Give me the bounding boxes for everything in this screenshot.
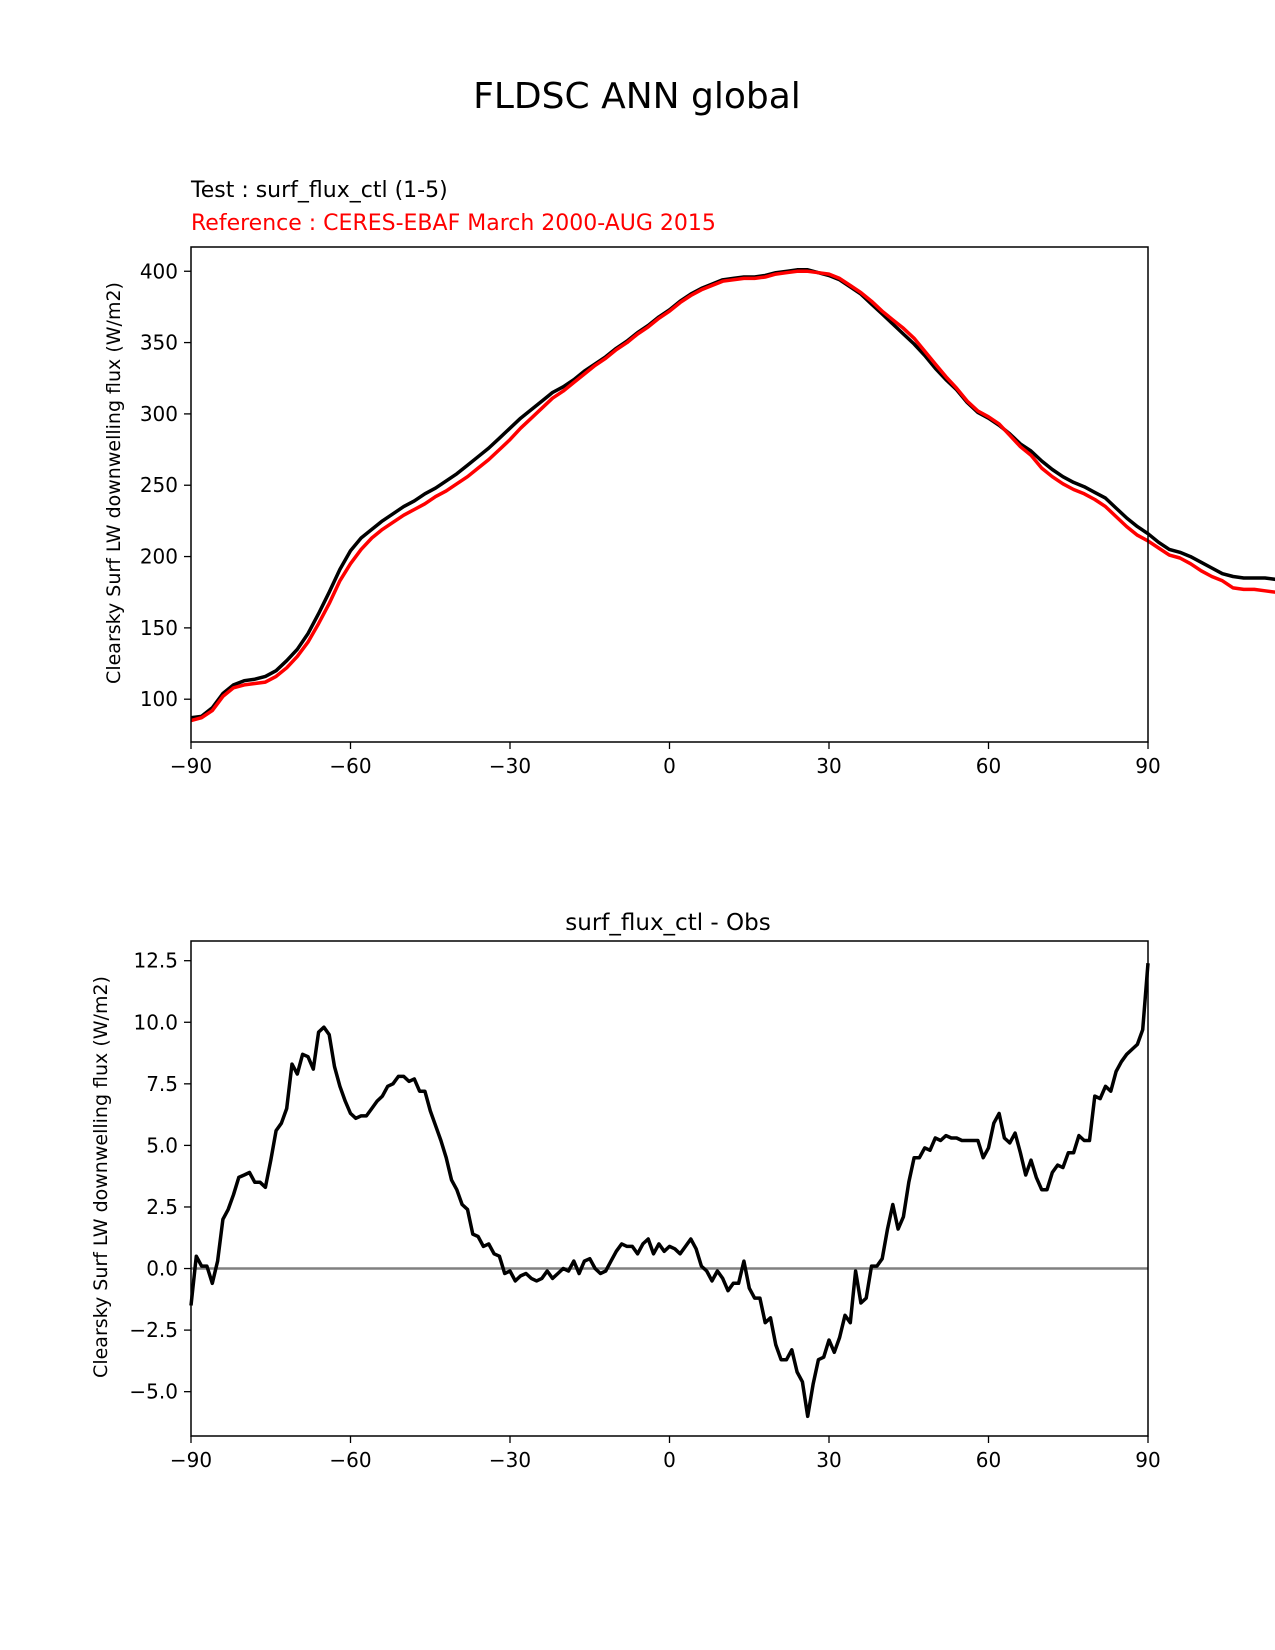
bottom-chart-title: surf_flux_ctl - Obs xyxy=(565,910,770,936)
top-y-tick-label: 250 xyxy=(140,473,178,497)
top-x-tick-label: −60 xyxy=(329,754,371,778)
bottom-x-tick-label: 30 xyxy=(816,1448,841,1472)
top-y-tick-label: 100 xyxy=(140,687,178,711)
bottom-y-tick-label: 10.0 xyxy=(133,1010,178,1034)
top-plot-frame xyxy=(190,246,1149,743)
top-x-tick-label: −30 xyxy=(489,754,531,778)
top-y-tick-label: 400 xyxy=(140,259,178,283)
top-x-tick-label: 0 xyxy=(663,754,676,778)
bottom-x-tick-label: −60 xyxy=(329,1448,371,1472)
top-y-tick-label: 150 xyxy=(140,616,178,640)
bottom-y-tick-label: −2.5 xyxy=(129,1318,178,1342)
bottom-x-tick-label: −90 xyxy=(170,1448,212,1472)
bottom-y-tick-label: 5.0 xyxy=(146,1133,178,1157)
bottom-chart-axes: −90 −60 −30 0 30 60 90 −5.0 −2.5 0.0 2.5 5.0 7.5 10.0… xyxy=(129,940,1161,1472)
bottom-x-tick-label: −30 xyxy=(489,1448,531,1472)
top-y-tick-label: 350 xyxy=(140,331,178,355)
bottom-y-tick-label: 7.5 xyxy=(146,1072,178,1096)
bottom-chart-marks xyxy=(189,963,1150,1419)
bottom-line-chart: surf_flux_ctl - Obs Clearsky Surf LW dow… xyxy=(90,910,1161,1472)
top-x-tick-label: 60 xyxy=(976,754,1001,778)
bottom-y-tick-label: 0.0 xyxy=(146,1257,178,1281)
bottom-y-tick-label: 12.5 xyxy=(133,949,178,973)
bottom-plot-frame xyxy=(190,940,1149,1437)
reference-label: Reference : CERES-EBAF March 2000-AUG 20… xyxy=(191,211,716,236)
top-line-chart: Test : surf_flux_ctl (1-5) Reference : C… xyxy=(103,178,1275,778)
top-x-tick-label: 90 xyxy=(1135,754,1160,778)
top-x-tick-label: −90 xyxy=(170,754,212,778)
bottom-x-tick-label: 90 xyxy=(1135,1448,1160,1472)
top-x-tick-label: 30 xyxy=(816,754,841,778)
test-label: Test : surf_flux_ctl (1-5) xyxy=(190,178,448,203)
bottom-x-tick-label: 0 xyxy=(663,1448,676,1472)
bottom-y-tick-label: 2.5 xyxy=(146,1195,178,1219)
top-y-axis-label: Clearsky Surf LW downwelling flux (W/m2) xyxy=(103,282,125,684)
top-y-tick-label: 200 xyxy=(140,545,178,569)
bottom-y-axis-label: Clearsky Surf LW downwelling flux (W/m2) xyxy=(90,976,112,1378)
top-chart-marks xyxy=(190,268,1275,723)
top-series-line-2 xyxy=(190,269,1275,723)
top-chart-axes: −90 −60 −30 0 30 60 90 100 150 200 250 300 350 400 xyxy=(140,246,1161,778)
bottom-x-tick-label: 60 xyxy=(976,1448,1001,1472)
top-y-tick-label: 300 xyxy=(140,402,178,426)
bottom-series-line-1 xyxy=(189,963,1150,1419)
bottom-y-tick-label: −5.0 xyxy=(129,1380,178,1404)
top-series-line-1 xyxy=(190,268,1275,720)
figure-suptitle: FLDSC ANN global xyxy=(473,76,801,117)
